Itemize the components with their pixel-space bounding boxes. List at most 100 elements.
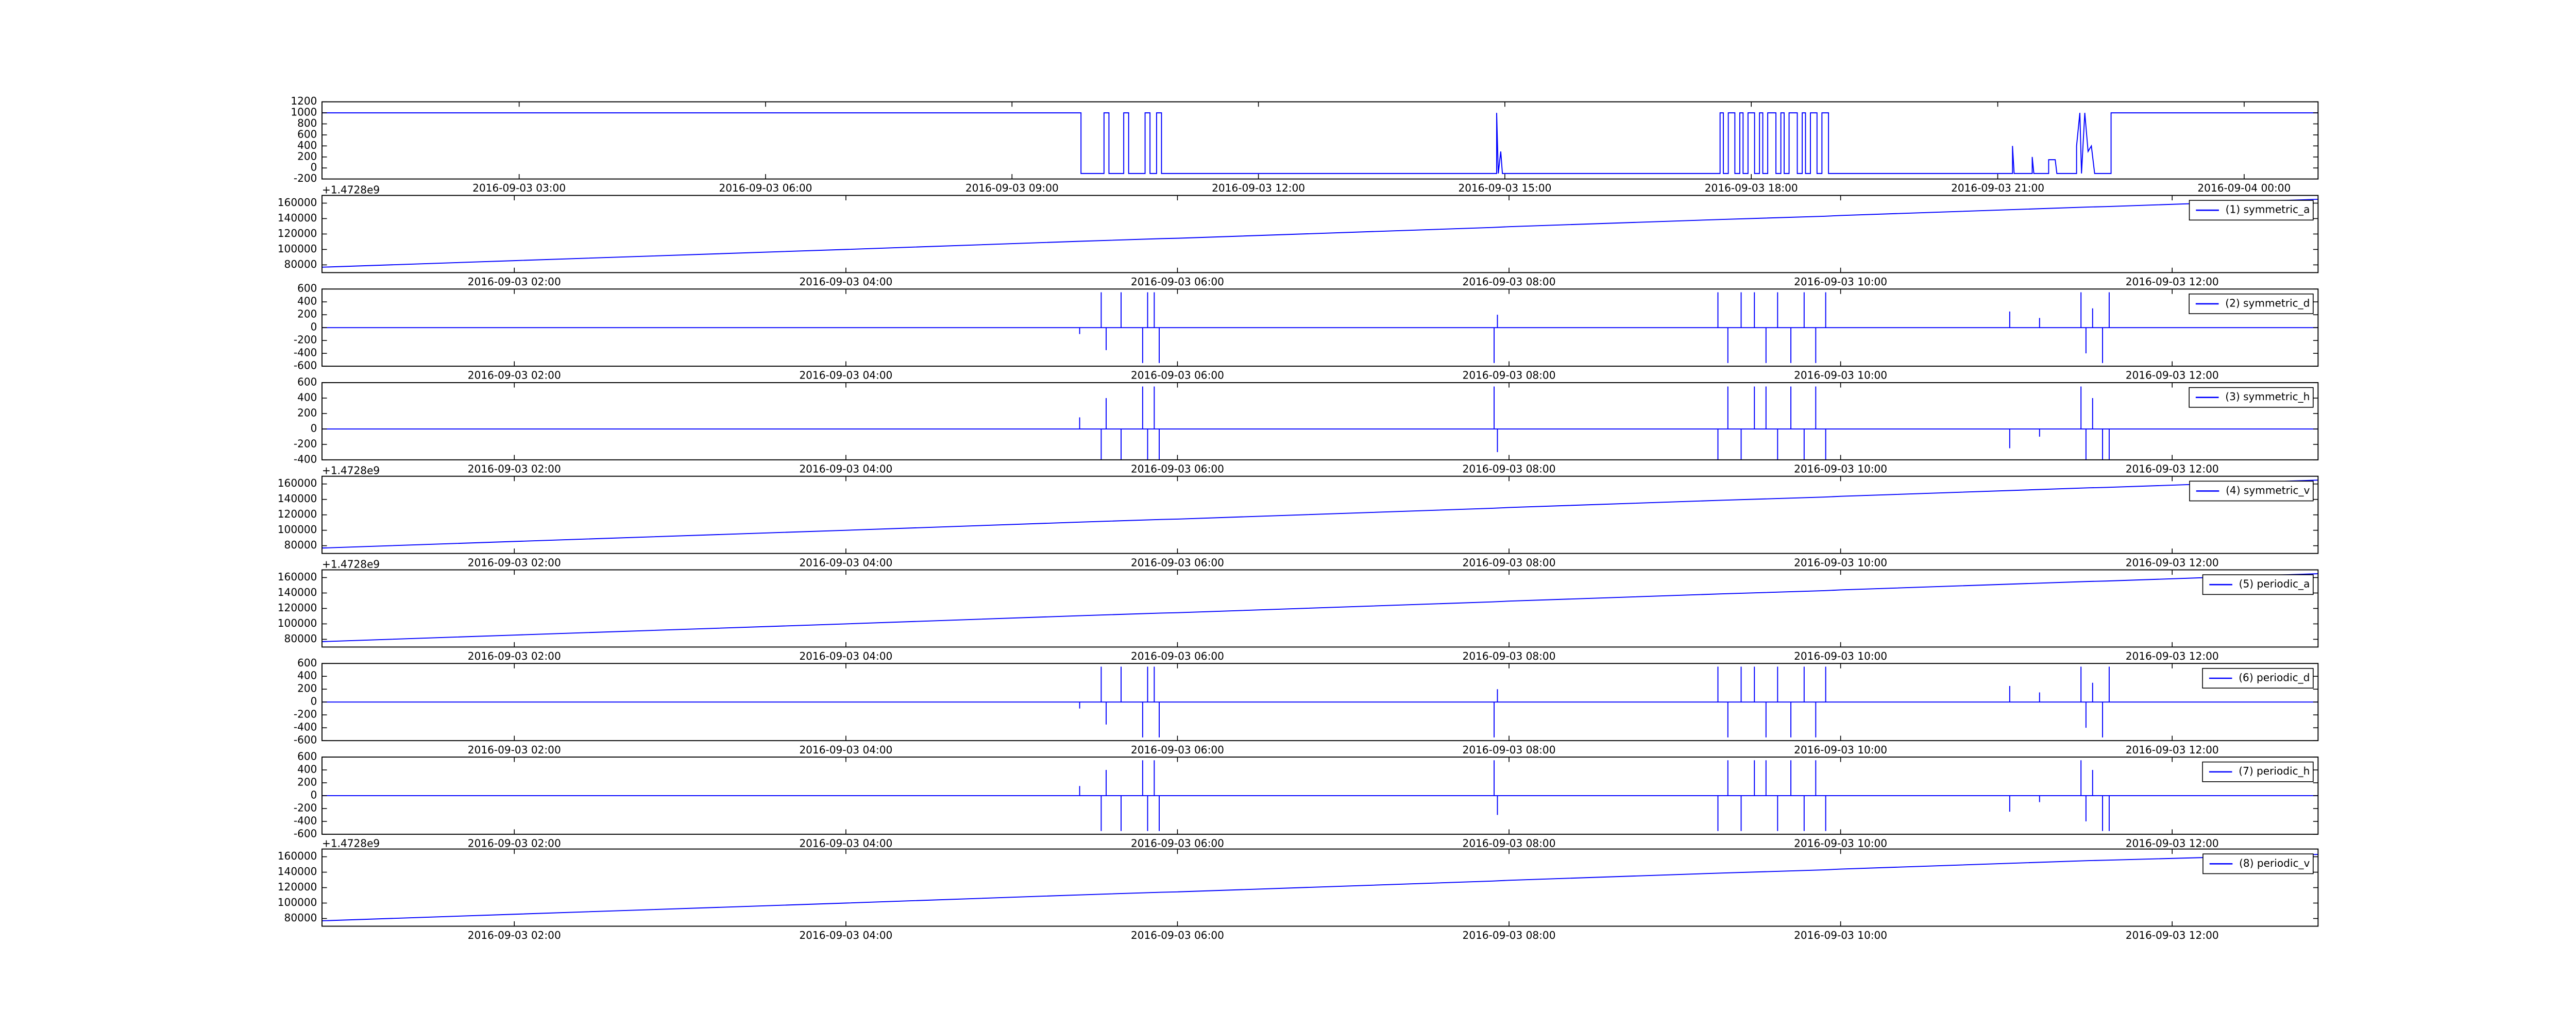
- y-tick-label: 200: [297, 406, 317, 419]
- y-tick-label: 400: [297, 295, 317, 307]
- y-tick-label: 160000: [278, 571, 317, 583]
- x-tick-label: 2016-09-03 12:00: [2126, 369, 2219, 382]
- x-tick-label: 2016-09-03 12:00: [2126, 837, 2219, 850]
- y-tick-label: 80000: [284, 258, 317, 270]
- legend: (3) symmetric_h: [2189, 387, 2314, 408]
- x-tick-label: 2016-09-03 12:00: [2126, 744, 2219, 756]
- axes-frame: [321, 101, 2319, 180]
- y-tick-label: 400: [297, 139, 317, 151]
- x-tick-label: 2016-09-03 04:00: [799, 276, 892, 288]
- y-tick-label: 600: [297, 750, 317, 763]
- y-tick-label: 1200: [291, 95, 317, 107]
- legend-label: (6) periodic_d: [2239, 671, 2310, 683]
- axes-frame: [321, 382, 2319, 460]
- x-tick-label: 2016-09-03 02:00: [468, 462, 561, 475]
- x-tick-label: 2016-09-03 06:00: [1131, 556, 1224, 569]
- axis-offset-text: +1.4728e9: [322, 558, 380, 570]
- data-line: [322, 854, 2318, 921]
- y-tick-label: 0: [311, 161, 317, 174]
- y-tick-label: 200: [297, 150, 317, 162]
- legend: (4) symmetric_v: [2189, 480, 2314, 502]
- y-tick-label: 800: [297, 117, 317, 129]
- legend-label: (2) symmetric_d: [2225, 297, 2310, 309]
- axes-frame: [321, 663, 2319, 742]
- x-tick-label: 2016-09-03 10:00: [1794, 556, 1887, 569]
- x-tick-label: 2016-09-03 09:00: [965, 182, 1059, 194]
- y-tick-label: 120000: [278, 602, 317, 614]
- y-tick-label: 160000: [278, 477, 317, 489]
- legend: (7) periodic_h: [2202, 761, 2314, 782]
- x-tick-label: 2016-09-03 06:00: [1131, 929, 1224, 941]
- axes-frame: [321, 757, 2319, 835]
- y-tick-label: 600: [297, 282, 317, 295]
- x-tick-label: 2016-09-03 08:00: [1463, 837, 1556, 850]
- x-tick-label: 2016-09-03 02:00: [468, 650, 561, 662]
- x-tick-label: 2016-09-03 02:00: [468, 556, 561, 569]
- x-tick-label: 2016-09-03 12:00: [2126, 650, 2219, 662]
- legend-label: (7) periodic_h: [2239, 765, 2310, 777]
- y-tick-label: -400: [294, 347, 317, 359]
- legend-label: (5) periodic_a: [2239, 578, 2310, 590]
- plot-area: [322, 292, 2318, 363]
- axes-frame: [321, 195, 2319, 273]
- y-tick-label: 600: [297, 128, 317, 140]
- y-tick-label: 140000: [278, 212, 317, 224]
- y-tick-label: 0: [311, 788, 317, 801]
- x-tick-label: 2016-09-03 02:00: [468, 744, 561, 756]
- axis-offset-text: +1.4728e9: [322, 465, 380, 477]
- y-tick-label: 0: [311, 695, 317, 708]
- x-tick-label: 2016-09-04 00:00: [2197, 182, 2291, 194]
- x-tick-label: 2016-09-03 08:00: [1463, 744, 1556, 756]
- y-tick-label: 120000: [278, 881, 317, 893]
- axes-frame: [321, 848, 2319, 927]
- legend: (6) periodic_d: [2202, 668, 2314, 689]
- y-tick-label: -600: [294, 359, 317, 372]
- x-tick-label: 2016-09-03 03:00: [472, 182, 566, 194]
- y-tick-label: -200: [294, 801, 317, 814]
- x-tick-label: 2016-09-03 10:00: [1794, 369, 1887, 382]
- x-tick-label: 2016-09-03 08:00: [1463, 650, 1556, 662]
- subplot: 80000 100000 120000 140000 160000 2016-09-03 …: [278, 837, 2319, 941]
- x-tick-label: 2016-09-03 06:00: [719, 182, 812, 194]
- axes-frame: [321, 569, 2319, 648]
- plot-area: [322, 386, 2318, 460]
- x-tick-label: 2016-09-03 06:00: [1131, 462, 1224, 475]
- x-tick-label: 2016-09-03 12:00: [2126, 462, 2219, 475]
- x-tick-label: 2016-09-03 04:00: [799, 929, 892, 941]
- x-tick-label: 2016-09-03 02:00: [468, 837, 561, 850]
- subplot: 80000 100000 120000 140000 160000 2016-09-03 …: [278, 465, 2319, 569]
- x-tick-label: 2016-09-03 10:00: [1794, 462, 1887, 475]
- x-tick-label: 2016-09-03 08:00: [1463, 556, 1556, 569]
- axis-offset-text: +1.4728e9: [322, 183, 380, 196]
- y-tick-label: 100000: [278, 243, 317, 255]
- y-tick-label: -400: [294, 453, 317, 465]
- legend: (8) periodic_v: [2202, 853, 2314, 874]
- data-line: [322, 199, 2318, 268]
- axis-offset-text: +1.4728e9: [322, 837, 380, 850]
- y-tick-label: 400: [297, 670, 317, 682]
- y-tick-label: -200: [294, 437, 317, 450]
- x-tick-label: 2016-09-03 10:00: [1794, 744, 1887, 756]
- y-tick-label: -200: [294, 334, 317, 346]
- plot-area: [322, 854, 2318, 921]
- x-tick-label: 2016-09-03 12:00: [2126, 556, 2219, 569]
- x-tick-label: 2016-09-03 12:00: [1212, 182, 1305, 194]
- y-tick-label: 100000: [278, 896, 317, 908]
- x-tick-label: 2016-09-03 04:00: [799, 837, 892, 850]
- y-tick-label: -200: [294, 172, 317, 184]
- y-tick-label: 600: [297, 657, 317, 669]
- x-tick-label: 2016-09-03 08:00: [1463, 929, 1556, 941]
- y-tick-label: 160000: [278, 850, 317, 862]
- plot-area: [322, 760, 2318, 831]
- legend-label: (8) periodic_v: [2239, 857, 2310, 869]
- subplot: 80000 100000 120000 140000 160000 2016-09-03 …: [278, 183, 2319, 288]
- y-tick-label: 100000: [278, 523, 317, 536]
- x-tick-label: 2016-09-03 18:00: [1705, 182, 1798, 194]
- y-tick-label: 120000: [278, 508, 317, 520]
- plot-area: [322, 112, 2318, 174]
- y-tick-label: 200: [297, 682, 317, 695]
- axes-frame: [321, 288, 2319, 367]
- axes-frame: [321, 475, 2319, 554]
